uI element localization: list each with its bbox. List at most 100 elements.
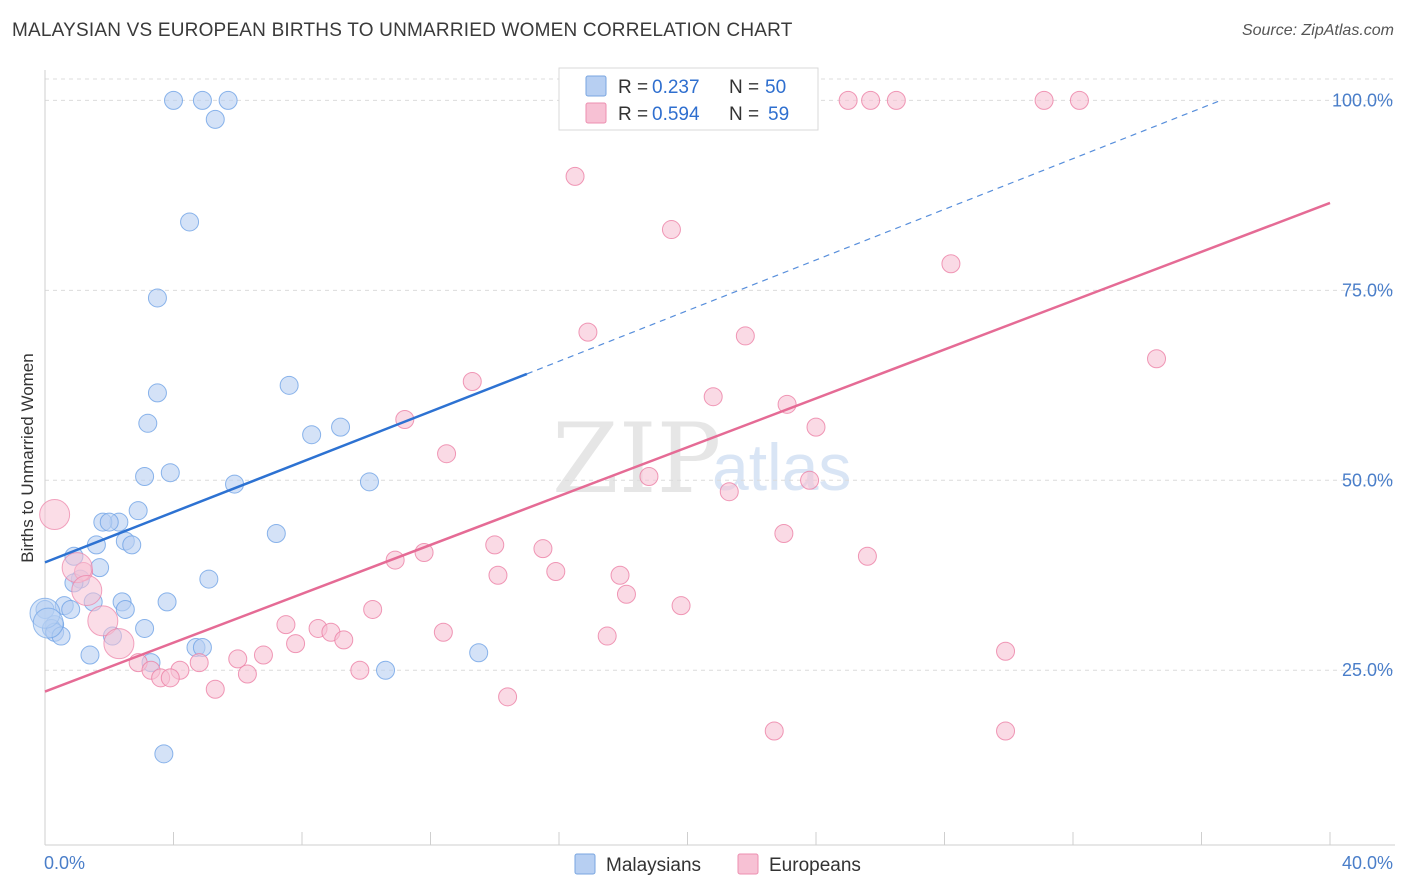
bottom-legend-label-malaysians: Malaysians [606, 855, 701, 876]
bottom-legend-swatch-malaysians [574, 853, 596, 875]
x-tick-label-min: 0.0% [44, 853, 85, 873]
data-point-europeans [996, 721, 1016, 741]
data-point-malaysians [376, 660, 396, 680]
data-point-europeans [764, 721, 784, 741]
data-point-europeans [498, 687, 518, 707]
data-point-malaysians [135, 618, 155, 638]
x-tick-label-max: 40.0% [1342, 853, 1393, 873]
legend-r-label-europeans: R = [618, 104, 648, 125]
data-point-europeans [237, 664, 257, 684]
data-point-europeans [228, 649, 248, 669]
data-point-europeans [253, 645, 273, 665]
data-point-europeans [861, 90, 881, 110]
axes [44, 70, 1395, 846]
data-point-europeans [565, 166, 585, 186]
legend-n-label-malaysians: N = [729, 77, 759, 98]
data-point-europeans [996, 641, 1016, 661]
bottom-legend-label-europeans: Europeans [769, 855, 861, 876]
legend-r-value-europeans: 0.594 [652, 104, 700, 125]
gridlines [45, 78, 1395, 671]
data-point-large-europeans [39, 498, 71, 530]
data-point-malaysians [147, 383, 167, 403]
data-point-malaysians [164, 90, 183, 110]
data-point-malaysians [122, 535, 142, 555]
data-point-europeans [205, 679, 225, 699]
data-point-malaysians [199, 569, 219, 589]
data-point-large-malaysians [32, 607, 64, 639]
data-point-large-europeans [103, 628, 135, 660]
trend-line-extension-malaysians [526, 99, 1221, 375]
data-point-europeans [857, 546, 877, 566]
data-point-malaysians [218, 90, 238, 110]
chart-title: MALAYSIAN VS EUROPEAN BIRTHS TO UNMARRIE… [12, 20, 793, 41]
data-point-malaysians [90, 558, 110, 578]
data-point-europeans [363, 599, 383, 619]
y-tick-labels: 25.0% 50.0% 75.0% 100.0% [1332, 90, 1393, 680]
correlation-legend: R = 0.237 N = 50 R = 0.594 N = 59 [558, 67, 819, 131]
data-point-malaysians [160, 463, 180, 483]
data-point-malaysians [135, 466, 155, 486]
data-point-large-europeans [71, 574, 103, 606]
data-point-malaysians [359, 472, 379, 492]
data-point-europeans [437, 444, 457, 464]
data-point-europeans [462, 372, 482, 392]
data-point-malaysians [115, 599, 135, 619]
data-point-europeans [1034, 90, 1054, 110]
data-point-malaysians [205, 109, 225, 129]
data-point-europeans [276, 615, 296, 635]
data-point-europeans [941, 254, 961, 274]
data-point-europeans [806, 417, 826, 437]
legend-swatch-europeans [585, 102, 607, 124]
data-point-malaysians [279, 375, 299, 395]
data-point-europeans [286, 634, 306, 654]
legend-n-value-malaysians: 50 [765, 77, 786, 98]
trend-line-malaysians [44, 372, 528, 564]
data-point-europeans [578, 322, 598, 342]
data-point-malaysians [128, 501, 148, 521]
data-point-malaysians [154, 744, 174, 764]
trend-line-europeans [44, 201, 1331, 693]
data-point-europeans [671, 596, 691, 616]
data-point-large-europeans [87, 605, 119, 637]
legend-n-value-europeans: 59 [768, 104, 789, 125]
series-legend: Malaysians Europeans [574, 853, 861, 876]
y-tick-label: 100.0% [1332, 90, 1393, 110]
data-point-europeans [1147, 349, 1167, 369]
y-axis-label: Births to Unmarried Women [18, 353, 37, 562]
data-point-malaysians [61, 599, 81, 619]
data-point-europeans [160, 668, 180, 688]
trend-lines [44, 99, 1331, 693]
data-point-malaysians [147, 288, 167, 308]
y-tick-label: 25.0% [1342, 660, 1393, 680]
data-point-europeans [597, 626, 617, 646]
legend-n-label-europeans: N = [729, 104, 759, 125]
data-point-malaysians [80, 645, 100, 665]
data-point-malaysians [331, 417, 351, 437]
data-point-europeans [546, 561, 566, 581]
data-point-europeans [774, 523, 794, 543]
data-point-malaysians [469, 643, 489, 663]
data-point-malaysians [157, 592, 177, 612]
legend-r-label-malaysians: R = [618, 77, 648, 98]
data-point-europeans [735, 326, 755, 346]
data-point-europeans [719, 482, 739, 502]
data-point-europeans [703, 387, 723, 407]
data-point-malaysians [192, 90, 212, 110]
data-point-europeans [838, 90, 858, 110]
data-point-europeans [616, 584, 636, 604]
data-point-malaysians [99, 512, 119, 532]
data-point-europeans [1069, 90, 1089, 110]
data-points [29, 90, 1167, 764]
data-point-malaysians [302, 425, 322, 445]
data-point-malaysians [180, 212, 200, 232]
data-point-malaysians [266, 523, 286, 543]
legend-r-value-malaysians: 0.237 [652, 77, 700, 98]
y-tick-label: 75.0% [1342, 280, 1393, 300]
data-point-europeans [886, 90, 906, 110]
data-point-europeans [350, 660, 370, 680]
data-point-malaysians [138, 413, 158, 433]
data-point-europeans [485, 535, 505, 555]
data-point-europeans [433, 622, 453, 642]
data-point-europeans [639, 466, 659, 486]
